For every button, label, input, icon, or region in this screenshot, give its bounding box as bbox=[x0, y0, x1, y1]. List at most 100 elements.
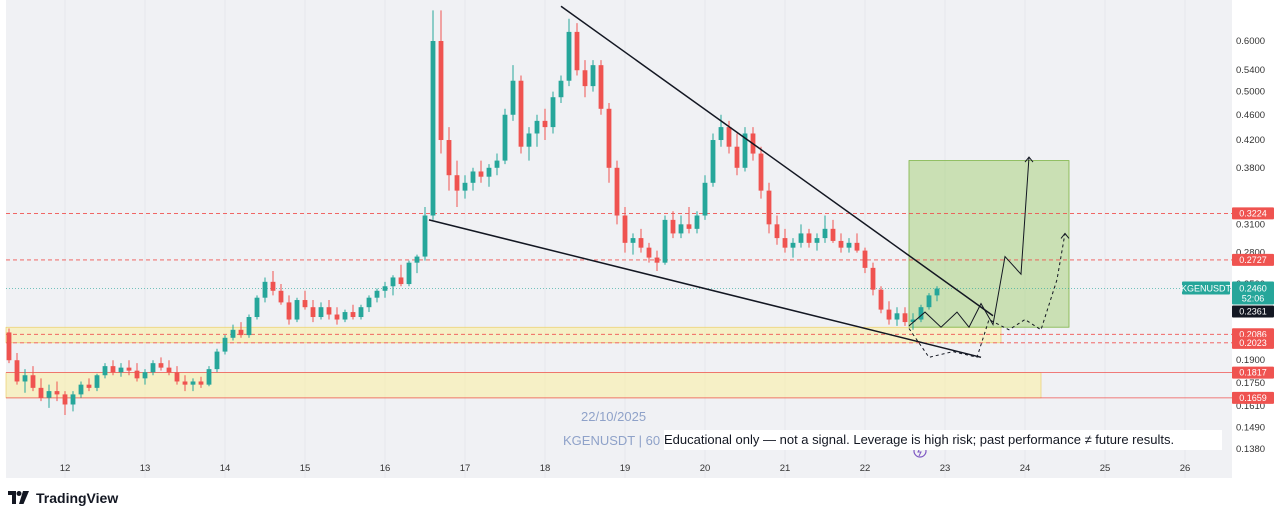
price-level-tag bbox=[1232, 391, 1274, 404]
candle-body bbox=[902, 313, 908, 323]
candle-body bbox=[566, 31, 572, 81]
candle-body bbox=[166, 367, 172, 373]
candle-body bbox=[926, 295, 932, 308]
x-tick-label: 21 bbox=[780, 463, 791, 474]
candle-body bbox=[318, 307, 324, 318]
candle-body bbox=[286, 302, 292, 320]
watermark-symbol: KGENUSDT | 60 bbox=[563, 433, 661, 448]
candle-body bbox=[30, 375, 36, 388]
candle-body bbox=[518, 80, 524, 147]
candle-body bbox=[734, 146, 740, 168]
candle-body bbox=[398, 277, 404, 285]
candle-body bbox=[190, 381, 196, 385]
candle-body bbox=[766, 190, 772, 225]
candle-body bbox=[374, 290, 380, 298]
candle-body bbox=[62, 394, 68, 405]
y-tick-label: 0.3800 bbox=[1236, 163, 1265, 174]
price-level-tag bbox=[1232, 253, 1274, 266]
trendline-lower bbox=[428, 219, 982, 359]
candle-body bbox=[886, 309, 892, 320]
candle-body bbox=[438, 41, 444, 141]
candle-body bbox=[718, 127, 724, 141]
y-tick-label: 0.3100 bbox=[1236, 219, 1265, 230]
candle-body bbox=[254, 297, 260, 318]
brand-name[interactable]: TradingView bbox=[36, 490, 119, 506]
candle-body bbox=[14, 360, 20, 382]
tradingview-logo-icon[interactable] bbox=[8, 491, 30, 505]
x-tick-label: 19 bbox=[620, 463, 631, 474]
candle-body bbox=[150, 363, 156, 373]
x-tick-label: 23 bbox=[940, 463, 951, 474]
candle-body bbox=[6, 332, 12, 361]
candle-body bbox=[630, 238, 636, 243]
candle-body bbox=[126, 367, 132, 371]
x-tick-label: 15 bbox=[300, 463, 311, 474]
candle-body bbox=[542, 120, 548, 128]
countdown-label: 52:06 bbox=[1242, 294, 1265, 304]
candle-body bbox=[102, 366, 108, 376]
candle-body bbox=[870, 267, 876, 290]
support-zone bbox=[5, 326, 1002, 344]
candle-body bbox=[622, 215, 628, 243]
candle-body bbox=[470, 171, 476, 183]
candle-body bbox=[94, 375, 100, 388]
level-layer bbox=[6, 213, 1232, 399]
footer: TradingView bbox=[8, 490, 118, 506]
candle-body bbox=[478, 171, 484, 177]
candle-body bbox=[462, 182, 468, 191]
price-level-tag-label: 0.2023 bbox=[1239, 338, 1267, 348]
candle-body bbox=[406, 262, 412, 285]
candle-body bbox=[118, 367, 124, 373]
candle-body bbox=[430, 41, 436, 216]
support-zone bbox=[5, 372, 1042, 399]
candle-body bbox=[590, 65, 596, 87]
candle-body bbox=[246, 317, 252, 336]
candle-body bbox=[366, 297, 372, 308]
candle-body bbox=[110, 366, 116, 373]
last-price-tag bbox=[1232, 281, 1274, 305]
x-tick-label: 16 bbox=[380, 463, 391, 474]
candle-body bbox=[230, 329, 236, 338]
candle-body bbox=[758, 153, 764, 191]
y-tick-label: 0.1380 bbox=[1236, 444, 1265, 455]
y-tick-label: 0.6000 bbox=[1236, 36, 1265, 47]
candle-body bbox=[446, 140, 452, 176]
candle-body bbox=[358, 307, 364, 318]
x-tick-label: 22 bbox=[860, 463, 871, 474]
y-tick-label: 0.1750 bbox=[1236, 378, 1265, 389]
candles bbox=[6, 10, 940, 415]
candle-body bbox=[782, 238, 788, 248]
y-tick-label: 0.5000 bbox=[1236, 87, 1265, 98]
plot-area bbox=[6, 0, 1232, 478]
candle-body bbox=[742, 133, 748, 168]
candle-body bbox=[550, 97, 556, 128]
y-tick-label: 0.1900 bbox=[1236, 355, 1265, 366]
candle-body bbox=[774, 224, 780, 239]
candle-body bbox=[206, 369, 212, 385]
last-price-label: 0.2460 bbox=[1239, 284, 1267, 294]
x-tick-label: 25 bbox=[1100, 463, 1111, 474]
candle-body bbox=[214, 351, 220, 370]
candle-body bbox=[86, 384, 92, 388]
projection-solid bbox=[908, 157, 1030, 329]
candle-body bbox=[422, 215, 428, 257]
candle-body bbox=[862, 250, 868, 268]
candle-body bbox=[38, 387, 44, 398]
symbol-tag bbox=[1182, 281, 1230, 295]
disclaimer-text: Educational only — not a signal. Leverag… bbox=[664, 430, 1222, 450]
candle-body bbox=[790, 242, 796, 248]
candle-body bbox=[694, 215, 700, 229]
candle-body bbox=[830, 228, 836, 241]
price-level-tag bbox=[1232, 366, 1274, 379]
candle-body bbox=[534, 120, 540, 134]
candle-body bbox=[918, 307, 924, 320]
x-tick-label: 13 bbox=[140, 463, 151, 474]
candle-body bbox=[910, 319, 916, 323]
projection-dashed-arrowhead bbox=[1060, 232, 1070, 239]
candle-body bbox=[22, 375, 28, 382]
secondary-price-label: 0.2361 bbox=[1239, 307, 1267, 317]
candle-body bbox=[686, 224, 692, 229]
candle-body bbox=[606, 108, 612, 168]
projection-dashed bbox=[908, 233, 1066, 358]
